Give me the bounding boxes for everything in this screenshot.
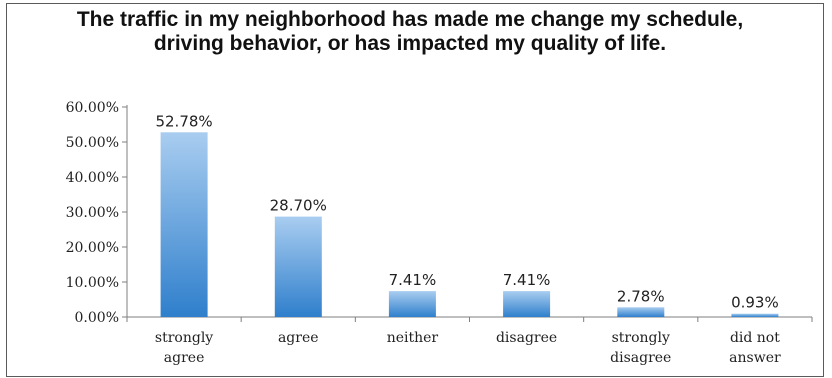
y-tick-label: 20.00% <box>66 240 119 256</box>
x-tick-label: did not <box>730 330 780 346</box>
data-label: 0.93% <box>731 294 779 312</box>
x-tick-label: agree <box>278 330 319 346</box>
x-tick-label: neither <box>387 330 439 346</box>
bar <box>160 132 208 317</box>
bar <box>731 313 779 317</box>
x-tick-label: disagree <box>610 350 671 366</box>
data-label: 7.41% <box>503 271 551 289</box>
data-label: 28.70% <box>270 197 327 215</box>
x-tick-label: answer <box>729 350 781 366</box>
data-label: 2.78% <box>617 287 665 305</box>
axes <box>122 105 813 322</box>
chart-title: The traffic in my neighborhood has made … <box>76 8 744 55</box>
bar <box>274 216 322 317</box>
y-tick-label: 10.00% <box>66 275 119 291</box>
labels: 0.00% 10.00% 20.00% 30.00% 40.00% 50.00% 60.00… <box>66 100 781 366</box>
bar <box>388 291 436 317</box>
y-tick-label: 30.00% <box>66 205 119 221</box>
y-tick-label: 0.00% <box>75 310 119 326</box>
x-tick-label: strongly <box>612 330 670 346</box>
bar <box>617 307 665 317</box>
x-tick-label: agree <box>164 350 205 366</box>
data-label: 7.41% <box>389 271 437 289</box>
data-label: 52.78% <box>155 112 212 130</box>
bars <box>160 132 779 317</box>
y-tick-label: 60.00% <box>66 100 119 116</box>
x-tick-label: disagree <box>496 330 557 346</box>
y-tick-label: 50.00% <box>66 135 119 151</box>
x-tick-label: strongly <box>155 330 213 346</box>
bar <box>503 291 551 317</box>
y-tick-label: 40.00% <box>66 170 119 186</box>
